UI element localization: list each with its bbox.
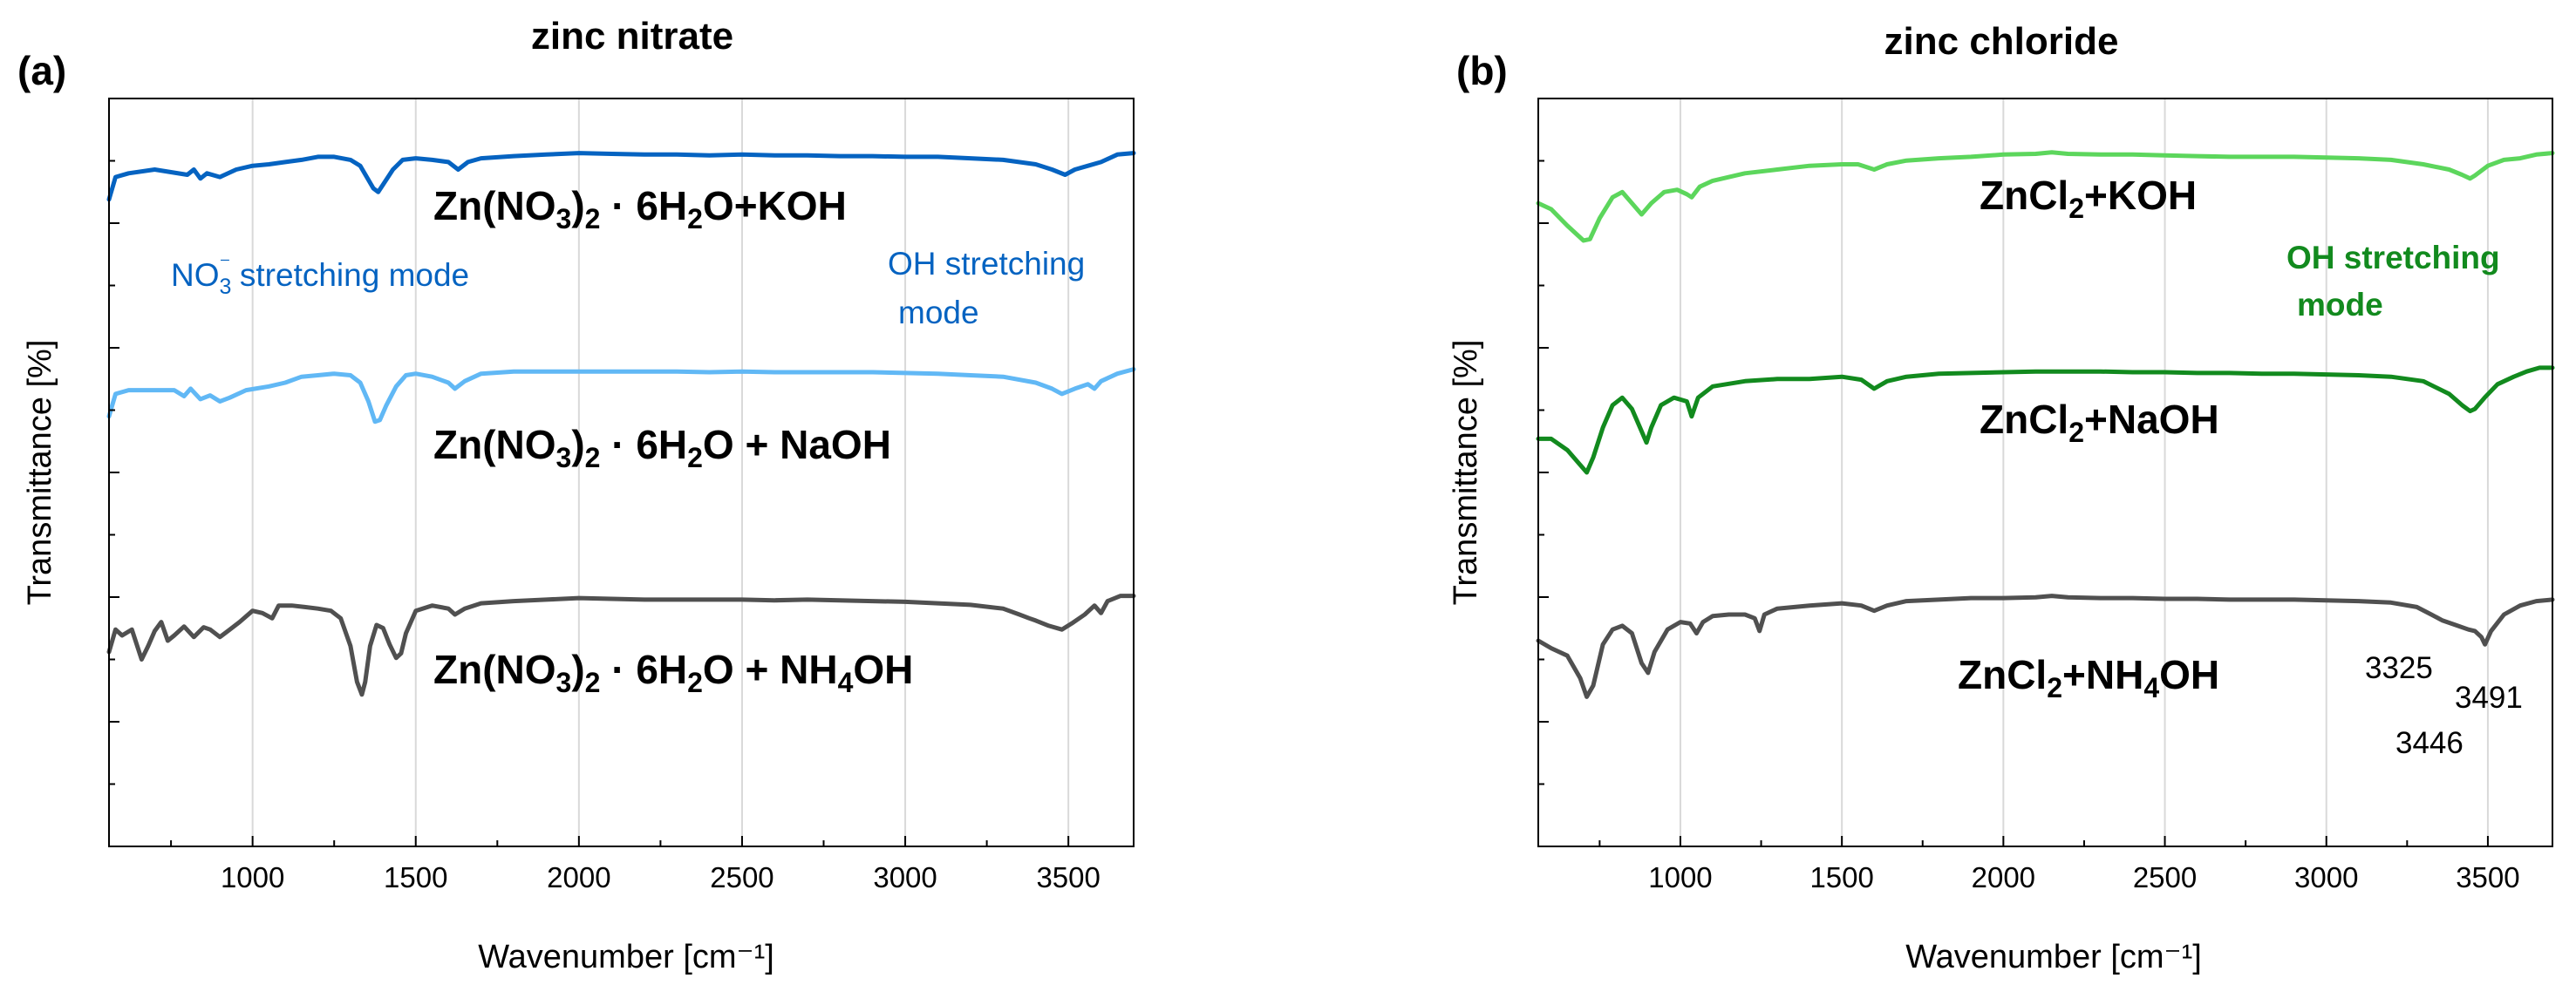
panel-b-xtick-label-1500: 1500	[1809, 861, 1873, 893]
series-label-zncl2-naoh: ZnCl2+NaOH	[1980, 397, 2219, 448]
panel-b-curve-zncl2-nh4oh	[1536, 594, 2555, 699]
panel-a-xtick-label-1000: 1000	[221, 861, 284, 893]
panel-b-gridlines	[1679, 98, 2489, 846]
panel-a-x-axis-title: Wavenumber [cm⁻¹]	[478, 939, 774, 975]
annotation-oh-stretching-a-line1: OH stretching	[888, 246, 1085, 282]
series-label-zn-nitrate-naoh: Zn(NO3)2 · 6H2O + NaOH	[433, 422, 891, 473]
panel-a-x-ticks: 1000 1500 2000 2500 3000 3500	[170, 836, 1101, 893]
panel-b-title: zinc chloride	[1884, 20, 2119, 63]
panel-a-xtick-label-2000: 2000	[547, 861, 610, 893]
peak-label-3491: 3491	[2455, 681, 2523, 715]
panel-a-curve-zn-no3-2-6h2o-nh4oh	[106, 594, 1136, 697]
panel-b-xtick-label-2000: 2000	[1972, 861, 2035, 893]
panel-b-curves	[1536, 150, 2555, 699]
annotation-oh-stretching-b-line1: OH stretching	[2286, 240, 2500, 275]
peak-label-3325: 3325	[2365, 651, 2433, 685]
panel-a-y-ticks	[109, 98, 119, 847]
panel-b-label: (b)	[1456, 48, 1508, 93]
panel-a-curve-zn-no3-2-6h2o-koh	[106, 151, 1136, 202]
panel-a-title: zinc nitrate	[531, 15, 733, 58]
panel-a-xtick-label-3500: 3500	[1036, 861, 1100, 893]
panel-b: (b) zinc chloride 1000 1500 2000 2500 3000 35…	[1448, 20, 2555, 975]
panel-a-xtick-label-2500: 2500	[710, 861, 773, 893]
annotation-oh-stretching-a-line2: mode	[898, 295, 979, 330]
annotation-oh-stretching-b-line2: mode	[2297, 287, 2383, 323]
panel-a-xtick-label-1500: 1500	[384, 861, 447, 893]
series-label-zncl2-nh4oh: ZnCl2+NH4OH	[1958, 652, 2219, 703]
panel-b-x-ticks: 1000 1500 2000 2500 3000 3500	[1598, 836, 2520, 893]
panel-a-label: (a)	[17, 48, 66, 93]
panel-b-curve-zncl2-naoh	[1536, 365, 2555, 475]
panel-a-curves	[106, 151, 1136, 697]
panel-a-curve-zn-no3-2-6h2o-naoh	[106, 367, 1136, 425]
panel-a-gridlines	[251, 98, 1070, 846]
annotation-no3-stretching: NO3⁻ stretching mode	[171, 252, 469, 299]
peak-label-3446: 3446	[2395, 726, 2464, 760]
panel-a-xtick-label-3000: 3000	[873, 861, 937, 893]
panel-a-y-axis-title: Transmittance [%]	[22, 340, 58, 606]
panel-b-xtick-label-3500: 3500	[2456, 861, 2519, 893]
panel-b-y-ticks	[1538, 98, 1549, 847]
series-label-zncl2-koh: ZnCl2+KOH	[1980, 173, 2197, 224]
panel-b-xtick-label-2500: 2500	[2133, 861, 2197, 893]
panel-b-x-axis-title: Wavenumber [cm⁻¹]	[1905, 939, 2202, 975]
series-label-zn-nitrate-koh: Zn(NO3)2 · 6H2O+KOH	[433, 183, 847, 234]
panel-b-xtick-label-3000: 3000	[2294, 861, 2358, 893]
panel-b-curve-zncl2-koh	[1536, 150, 2555, 243]
panel-a: (a) zinc nitrate 1000 1500 2000 2500 3000 350…	[17, 15, 1136, 975]
series-label-zn-nitrate-nh4oh: Zn(NO3)2 · 6H2O + NH4OH	[433, 647, 913, 698]
panel-b-y-axis-title: Transmittance [%]	[1448, 340, 1484, 606]
panel-b-xtick-label-1000: 1000	[1648, 861, 1712, 893]
